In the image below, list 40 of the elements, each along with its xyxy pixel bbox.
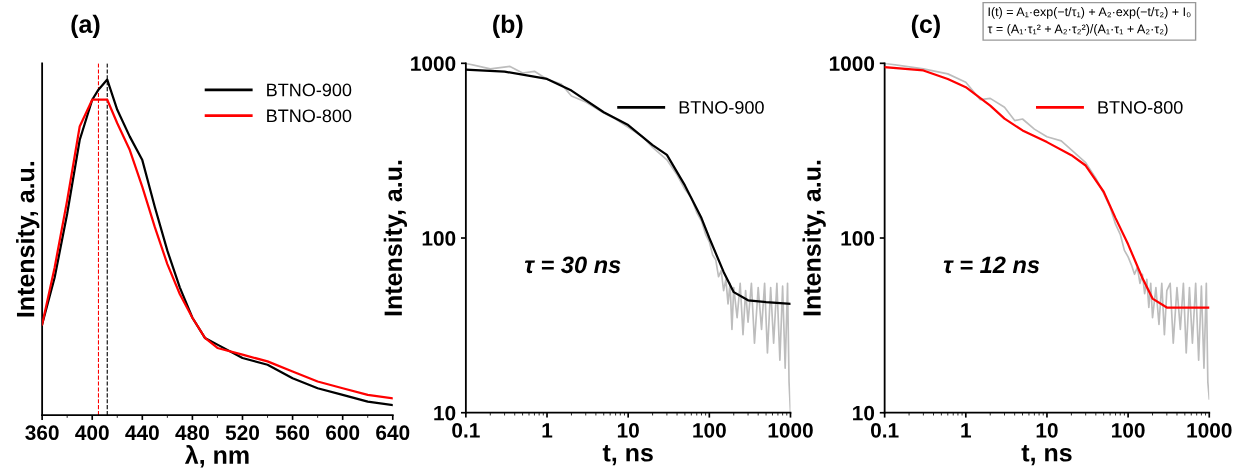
y-tick-label: 10 (853, 405, 875, 421)
text: I(t) = A₁·exp(−t/τ₁) + A₂·exp(−t/τ₂) + I₀ τ = (A₁·τ₁² + A₂·τ₂²)/(A₁·τ₁ + A₂·τ₂) (987, 7, 1191, 36)
x-tick-label: 360 (25, 425, 59, 441)
chart-title: (b) (493, 14, 523, 38)
x-tick-label: 100 (693, 422, 726, 438)
y-tick-label: 100 (422, 231, 456, 246)
x-tick-label: 0.1 (452, 422, 480, 438)
x-axis-title: t, ns (602, 445, 653, 466)
x-tick-label: 600 (326, 425, 360, 441)
x-tick-label: 10 (617, 422, 639, 438)
y-axis-title: Intensity, a.u. (383, 160, 408, 316)
x-axis-title: λ, nm (184, 444, 249, 468)
x-tick-label: 1000 (1187, 422, 1232, 438)
x-tick-label: 100 (1112, 422, 1145, 438)
chart-title: (a) (71, 14, 100, 38)
legend-label: BTNO-800 (1098, 101, 1183, 114)
x-tick-label: 0.1 (870, 422, 899, 438)
legend-label: BTNO-800 (267, 109, 352, 123)
legend-label: BTNO-900 (679, 101, 764, 114)
y-axis-title: Intensity, a.u. (16, 161, 40, 317)
annotation: τ = 30 ns (524, 256, 621, 274)
x-tick-label: 560 (275, 425, 310, 441)
legend-label: BTNO-900 (267, 83, 352, 97)
y-tick-label: 10 (434, 405, 456, 421)
x-tick-label: 440 (125, 425, 159, 441)
chart-title: (c) (911, 14, 940, 38)
x-axis-title: t, ns (1021, 445, 1072, 466)
x-tick-label: 1 (961, 423, 972, 438)
y-axis-title: Intensity, a.u. (802, 160, 826, 316)
x-tick-label: 1 (542, 423, 553, 438)
y-tick-label: 1000 (829, 56, 875, 72)
y-tick-label: 100 (841, 231, 875, 246)
x-tick-label: 1000 (768, 422, 813, 438)
y-tick-label: 1000 (411, 56, 456, 72)
x-tick-label: 400 (75, 425, 109, 441)
x-tick-label: 640 (376, 425, 410, 441)
x-tick-label: 480 (175, 425, 209, 441)
annotation: τ = 12 ns (943, 256, 1040, 274)
x-tick-label: 10 (1036, 422, 1058, 438)
x-tick-label: 520 (225, 425, 260, 441)
